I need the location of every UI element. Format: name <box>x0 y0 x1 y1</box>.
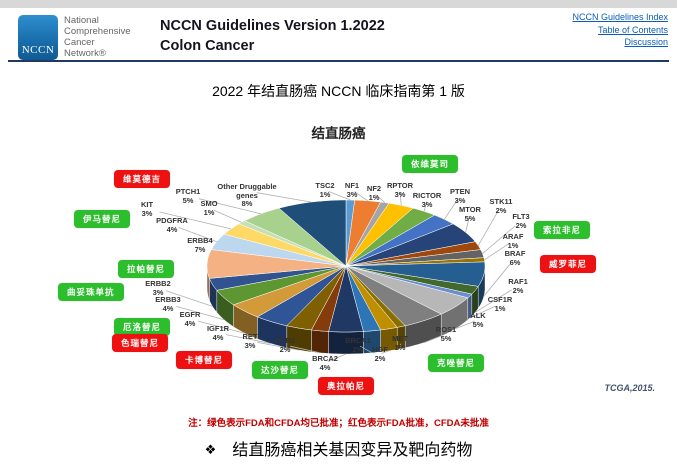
pie-label-ptch1: PTCH1 5% <box>175 187 201 205</box>
link-table-of-contents[interactable]: Table of Contents <box>597 24 668 35</box>
drug-badge-green: 曲妥珠单抗 <box>58 283 124 301</box>
link-discussion[interactable]: Discussion <box>624 37 668 47</box>
drug-badge-red: 威罗菲尼 <box>540 255 597 273</box>
pie-label-rictor: RICTOR 3% <box>412 191 442 209</box>
drug-badge-red: 奥拉帕尼 <box>318 377 375 395</box>
pie-label-erbb4: ERBB4 7% <box>187 236 213 254</box>
diamond-bullet-icon: ❖ <box>204 442 217 457</box>
header-divider <box>8 60 669 62</box>
pie-label-mtor: MTOR 5% <box>459 205 481 223</box>
pie-label-met: MET 1% <box>392 334 408 352</box>
org-line: Comprehensive <box>64 26 131 37</box>
drug-badge-red: 色瑞替尼 <box>112 334 169 352</box>
pie-label-nf2: NF2 1% <box>366 184 382 202</box>
pie-label-igf1r: IGF1R 4% <box>206 324 230 342</box>
pie-label-csf1r: CSF1R 1% <box>487 295 513 313</box>
org-line: Cancer <box>64 37 95 48</box>
pie-label-kit: KIT 3% <box>140 200 154 218</box>
pie-label-ros1: ROS1 5% <box>435 325 457 343</box>
nccn-logo-text: NCCN <box>21 44 55 56</box>
org-line: National <box>64 15 99 26</box>
slide-caption: ❖ 结直肠癌相关基因变异及靶向药物 <box>0 436 677 460</box>
pie-label-ddr2: DDR2 2% <box>274 336 296 354</box>
pie-label-hgf: HGF 2% <box>372 345 388 363</box>
chart-title: 结直肠癌 <box>311 126 366 141</box>
drug-badge-green: 克唑替尼 <box>428 354 485 372</box>
pie-label-pten: PTEN 3% <box>449 187 470 205</box>
drug-badge-green: 达沙替尼 <box>252 361 309 379</box>
pie-label-pdgfra: PDGFRA 4% <box>156 216 188 234</box>
legend-note: 注：绿色表示FDA和CFDA均已批准；红色表示FDA批准，CFDA未批准 <box>188 418 489 429</box>
pie-label-smo: SMO 1% <box>200 199 218 217</box>
slide-caption-text: 结直肠癌相关基因变异及靶向药物 <box>232 442 473 459</box>
window-top-strip <box>0 0 677 8</box>
org-line: Network® <box>64 48 106 59</box>
pie-label-other-druggable-genes: Other Druggable genes 8% <box>217 182 277 208</box>
drug-badge-green: 拉帕替尼 <box>118 260 175 278</box>
pie-label-ret: RET 3% <box>242 332 258 350</box>
pie-label-araf: ARAF 1% <box>502 232 524 250</box>
pie-label-raf1: RAF1 2% <box>508 277 528 295</box>
pie-label-stk11: STK11 2% <box>489 197 513 215</box>
drug-badge-green: 依维莫司 <box>402 155 459 173</box>
page-title: 2022 年结直肠癌 NCCN 临床指南第 1 版 <box>212 83 465 99</box>
cancer-type-title: Colon Cancer <box>160 38 255 54</box>
nccn-logo: NCCN <box>18 15 58 60</box>
pie-label-alk: ALK 5% <box>470 311 486 329</box>
link-guidelines-index[interactable]: NCCN Guidelines Index <box>572 12 668 22</box>
pie-label-braf: BRAF 6% <box>504 249 526 267</box>
drug-badge-green: 伊马替尼 <box>74 210 131 228</box>
pie-label-brca2: BRCA2 4% <box>312 354 338 372</box>
header-links: NCCN Guidelines Index Table of Contents … <box>572 11 668 49</box>
pie-label-tsc2: TSC2 1% <box>315 181 335 199</box>
data-source-citation: TCGA,2015. <box>604 383 655 393</box>
guidelines-version-title: NCCN Guidelines Version 1.2022 <box>160 18 385 34</box>
pie-label-erbb2: ERBB2 3% <box>145 279 171 297</box>
pie-label-egfr: EGFR 4% <box>179 310 201 328</box>
pie-label-erbb3: ERBB3 4% <box>155 295 181 313</box>
document-title: NCCN Guidelines Version 1.2022 Colon Can… <box>160 16 385 56</box>
pie-label-rptor: RPTOR 3% <box>386 181 414 199</box>
org-name: National Comprehensive Cancer Network® <box>64 15 131 59</box>
pie-label-flt3: FLT3 2% <box>512 212 530 230</box>
pie-label-brca1: BRCA1 2% <box>345 336 371 354</box>
drug-badge-green: 索拉非尼 <box>534 221 591 239</box>
pie-label-nf1: NF1 3% <box>344 181 360 199</box>
drug-badge-green: 厄洛替尼 <box>114 318 171 336</box>
drug-badge-red: 维莫德吉 <box>114 170 171 188</box>
drug-badge-red: 卡博替尼 <box>176 351 233 369</box>
